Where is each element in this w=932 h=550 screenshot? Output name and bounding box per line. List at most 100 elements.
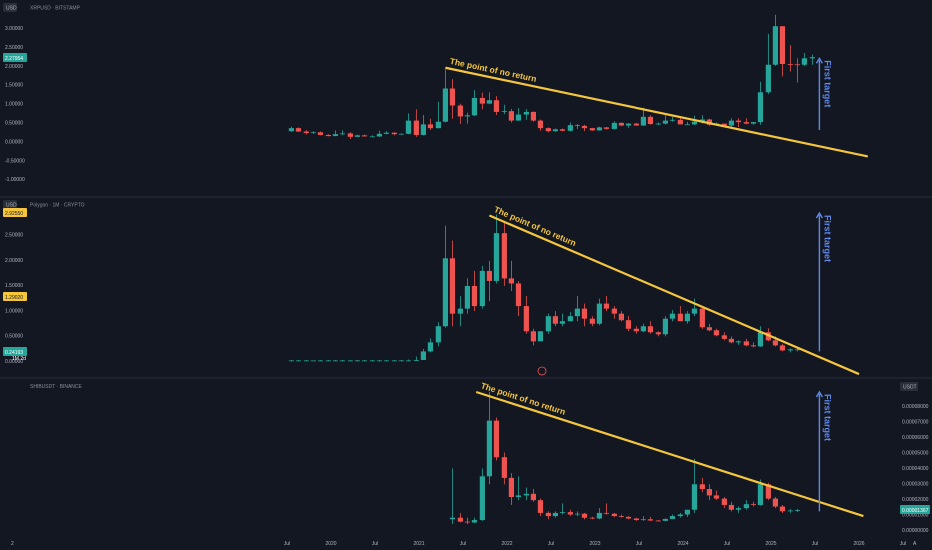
candle-body: [699, 308, 705, 328]
candle-body: [589, 318, 595, 324]
candle-body: [779, 506, 786, 512]
candle-body: [691, 308, 698, 314]
candle-body: [523, 493, 529, 496]
candle-body: [508, 477, 514, 497]
y-tick-label: 2.00000: [5, 64, 23, 70]
candle-body: [735, 120, 742, 123]
time-axis-label: 2021: [413, 541, 424, 547]
candle-body: [310, 132, 316, 134]
candle-body: [611, 513, 617, 517]
candle-body: [339, 133, 346, 135]
candle-body: [640, 519, 646, 521]
y-tick-label: 1.00000: [5, 102, 23, 108]
candle-body: [765, 64, 771, 93]
symbol-title-shib: SHIBUSDT · BINANCE: [30, 384, 83, 390]
candle-body: [596, 512, 602, 519]
candle-body: [471, 285, 478, 307]
time-axis-badge-left[interactable]: 2: [11, 541, 14, 547]
candle-body: [596, 127, 602, 131]
candle-body: [376, 360, 382, 362]
candle-body: [523, 111, 529, 115]
candle-body: [618, 313, 624, 321]
candle-body: [625, 320, 632, 329]
time-axis-label: Jul: [372, 541, 378, 547]
trendline[interactable]: [475, 390, 864, 518]
candle-body: [772, 26, 778, 65]
time-axis-label: Jul: [812, 541, 818, 547]
candle-body: [288, 360, 294, 362]
candle-body: [779, 345, 786, 351]
candle-body: [809, 57, 815, 59]
candle-body: [457, 105, 463, 117]
currency-badge-pol[interactable]: [3, 200, 17, 209]
candle-body: [735, 341, 742, 343]
candle-body: [691, 484, 698, 510]
candle-body: [640, 326, 646, 332]
candle-body: [479, 476, 485, 521]
candle-body: [721, 335, 727, 339]
candle-body: [633, 123, 639, 126]
y-tick-label: 0.00003000: [902, 482, 929, 488]
candle-body: [559, 321, 566, 324]
candle-body: [772, 340, 778, 346]
candle-body: [442, 88, 448, 122]
candle-body: [721, 123, 727, 126]
candle-body: [295, 360, 302, 362]
trendline[interactable]: [488, 214, 860, 376]
candle-body: [545, 512, 551, 517]
alert-marker-icon[interactable]: [537, 366, 547, 376]
candle-body: [552, 316, 558, 324]
candle-body: [684, 124, 690, 126]
candle-body: [493, 233, 500, 281]
candle-body: [772, 498, 778, 507]
currency-badge-xrp[interactable]: [3, 3, 17, 12]
candle-body: [603, 127, 610, 129]
candle-body: [559, 129, 566, 131]
candle-body: [669, 119, 676, 121]
candle-body: [633, 328, 639, 332]
target-annotation: First target: [822, 394, 832, 441]
time-axis-label: 2023: [589, 541, 600, 547]
candle-body: [677, 514, 683, 517]
candle-body: [684, 313, 690, 322]
time-axis-badge-right[interactable]: A: [913, 541, 917, 547]
candle-body: [464, 521, 470, 523]
y-tick-label: 1.50000: [5, 283, 23, 289]
candle-body: [706, 489, 712, 496]
candle-body: [662, 518, 668, 521]
candle-body: [361, 135, 368, 137]
candle-body: [574, 308, 580, 317]
candle-body: [567, 316, 573, 322]
candle-body: [420, 351, 426, 360]
candle-body: [728, 120, 734, 126]
price-tag-pol-mid-text: 1.29020: [5, 295, 23, 301]
y-tick-label: 0.00008000: [902, 404, 929, 410]
currency-badge-shib[interactable]: [900, 382, 918, 391]
candle-body: [589, 128, 595, 131]
y-tick-label: 1.00000: [5, 308, 23, 314]
candle-body: [545, 316, 551, 332]
y-tick-label: 0.00000: [5, 359, 23, 365]
candle-body: [655, 332, 661, 335]
candle-body: [325, 134, 331, 137]
time-axis-label: Jul: [724, 541, 730, 547]
candle-body: [288, 128, 294, 132]
candle-body: [677, 119, 683, 125]
candle-body: [325, 360, 331, 362]
target-arrowhead: [815, 211, 824, 219]
candle-body: [515, 283, 522, 307]
time-axis-label: Jul: [900, 541, 906, 547]
candle-body: [706, 327, 712, 331]
time-axis-label: Jul: [460, 541, 466, 547]
candle-body: [721, 498, 727, 505]
candle-body: [757, 92, 764, 123]
y-tick-label: 0.50000: [5, 334, 23, 340]
y-tick-label: -1.00000: [5, 177, 25, 183]
time-axis-label: 2020: [325, 541, 336, 547]
candle-body: [618, 516, 624, 517]
candle-body: [427, 124, 434, 129]
candle-body: [684, 509, 690, 515]
trendline[interactable]: [445, 66, 869, 158]
